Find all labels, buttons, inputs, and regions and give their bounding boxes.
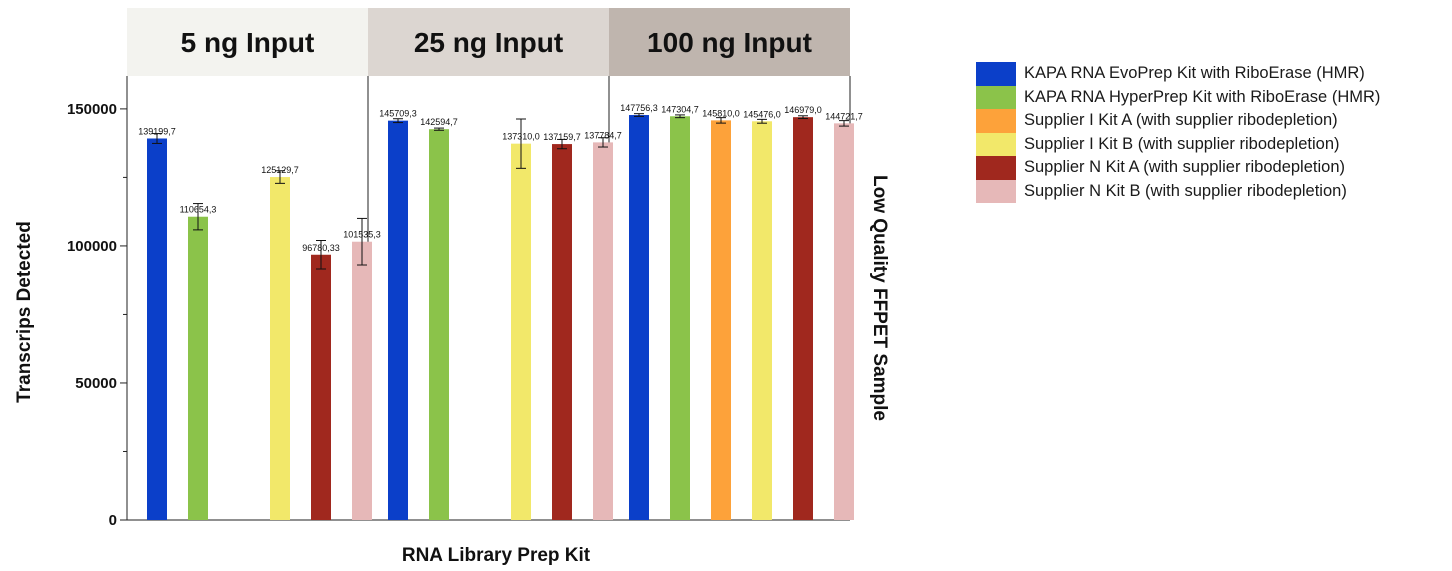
bar	[147, 138, 167, 520]
panel-headers: 5 ng Input 25 ng Input 100 ng Input	[127, 8, 850, 76]
data-label: 145476,0	[743, 109, 781, 119]
bar	[188, 217, 208, 520]
legend-swatch	[976, 62, 1016, 86]
data-label: 137784,7	[584, 130, 622, 140]
data-label: 147304,7	[661, 104, 699, 114]
data-label: 142594,7	[420, 117, 458, 127]
bar	[352, 242, 372, 520]
data-label: 144721,7	[825, 111, 863, 121]
data-label: 146979,0	[784, 105, 822, 115]
bar	[711, 120, 731, 520]
bar	[511, 144, 531, 520]
data-label: 96780,33	[302, 243, 340, 253]
data-label: 137310,0	[502, 132, 540, 142]
data-label: 145709,3	[379, 109, 417, 119]
legend-label: Supplier N Kit B (with supplier ribodepl…	[1024, 182, 1347, 201]
legend-item: KAPA RNA HyperPrep Kit with RiboErase (H…	[976, 86, 1380, 110]
legend-item: Supplier I Kit A (with supplier ribodepl…	[976, 109, 1380, 133]
legend-label: KAPA RNA EvoPrep Kit with RiboErase (HMR…	[1024, 64, 1365, 83]
legend: KAPA RNA EvoPrep Kit with RiboErase (HMR…	[976, 62, 1380, 203]
legend-label: KAPA RNA HyperPrep Kit with RiboErase (H…	[1024, 88, 1380, 107]
legend-item: Supplier N Kit A (with supplier ribodepl…	[976, 156, 1380, 180]
bar	[670, 116, 690, 520]
legend-swatch	[976, 180, 1016, 204]
legend-item: Supplier N Kit B (with supplier ribodepl…	[976, 180, 1380, 204]
data-label: 145810,0	[702, 108, 740, 118]
panel-title: 100 ng Input	[647, 27, 812, 58]
data-label: 125129,7	[261, 165, 299, 175]
legend-label: Supplier N Kit A (with supplier ribodepl…	[1024, 158, 1345, 177]
data-label: 137159,7	[543, 132, 581, 142]
bar	[834, 123, 854, 520]
bar	[793, 117, 813, 520]
legend-swatch	[976, 133, 1016, 157]
legend-label: Supplier I Kit B (with supplier ribodepl…	[1024, 135, 1340, 154]
bar	[270, 177, 290, 520]
bar	[593, 142, 613, 520]
legend-label: Supplier I Kit A (with supplier ribodepl…	[1024, 111, 1338, 130]
legend-item: Supplier I Kit B (with supplier ribodepl…	[976, 133, 1380, 157]
data-label: 101535,3	[343, 230, 381, 240]
y-tick-label: 0	[109, 512, 117, 529]
x-axis-title: RNA Library Prep Kit	[402, 545, 591, 566]
y-tick-label: 50000	[75, 375, 117, 392]
bar	[429, 129, 449, 520]
data-label: 139199,7	[138, 126, 176, 136]
bar	[311, 255, 331, 520]
bar	[552, 144, 572, 520]
panel-title: 25 ng Input	[414, 27, 563, 58]
legend-swatch	[976, 109, 1016, 133]
bar	[388, 121, 408, 520]
panel-title: 5 ng Input	[181, 27, 315, 58]
legend-swatch	[976, 86, 1016, 110]
axes: 0 50000 100000 150000	[67, 76, 850, 529]
bars	[147, 114, 854, 520]
sample-label: Low Quality FFPET Sample	[869, 175, 890, 421]
y-tick-label: 100000	[67, 238, 117, 255]
data-label: 110654,3	[180, 205, 217, 215]
bar	[629, 115, 649, 520]
legend-swatch	[976, 156, 1016, 180]
y-axis-title: Transcrips Detected	[14, 221, 35, 403]
data-label: 147756,3	[620, 103, 658, 113]
legend-item: KAPA RNA EvoPrep Kit with RiboErase (HMR…	[976, 62, 1380, 86]
y-tick-label: 150000	[67, 101, 117, 118]
bar	[752, 121, 772, 520]
